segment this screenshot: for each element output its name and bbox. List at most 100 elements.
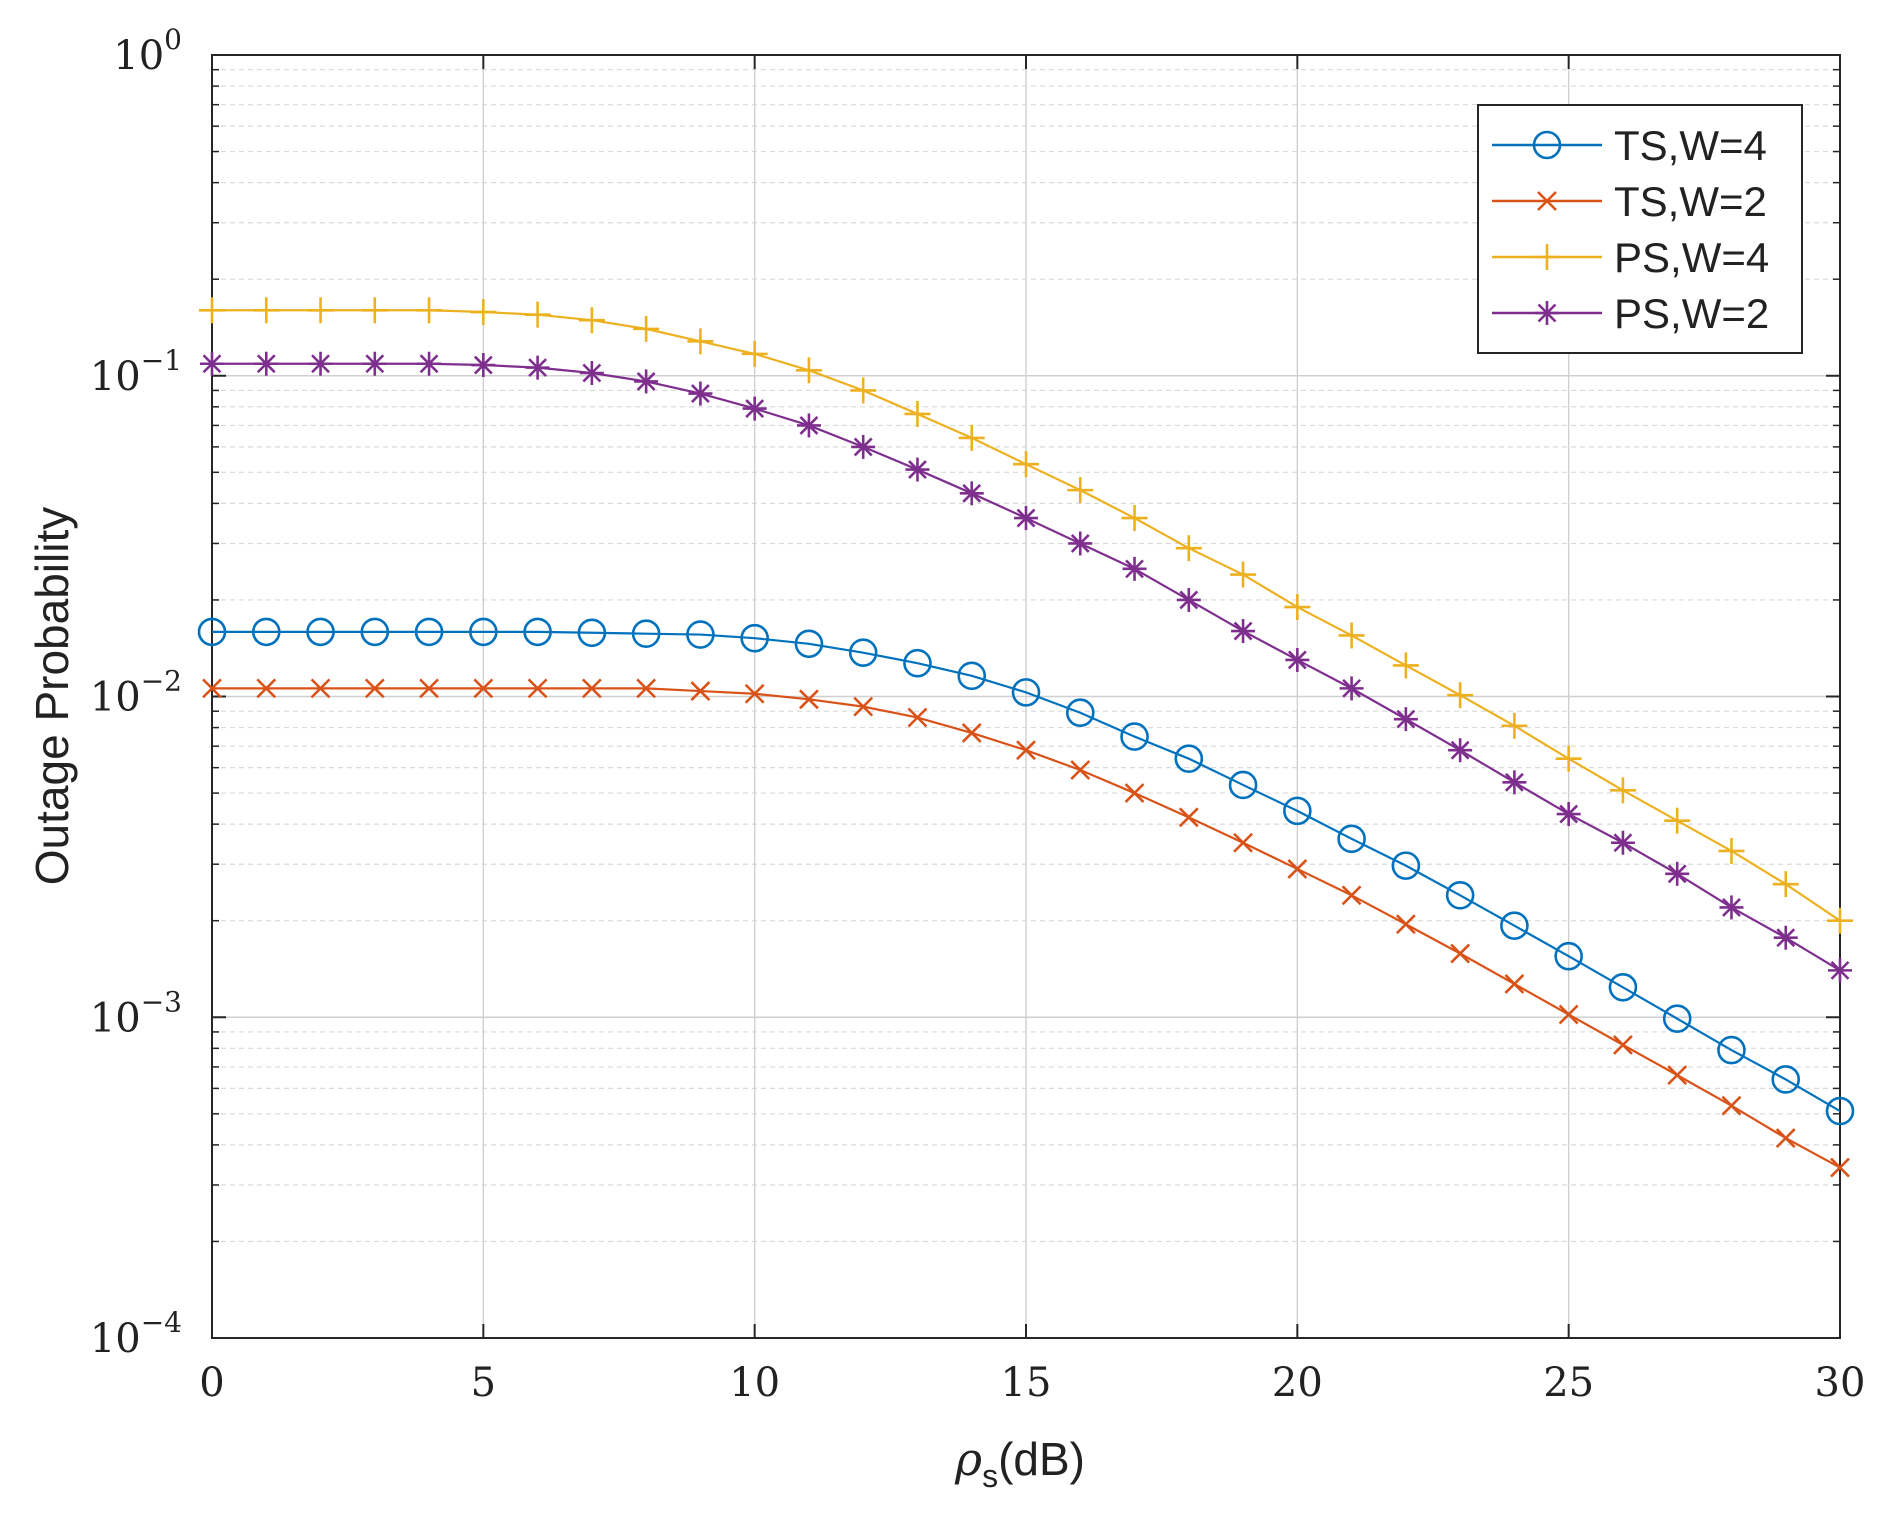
marker-stroke (1721, 1095, 1742, 1116)
data-point (744, 683, 765, 704)
data-point (1721, 1095, 1742, 1116)
marker-stroke (636, 678, 657, 699)
data-point (1120, 722, 1149, 751)
data-point (419, 678, 439, 699)
data-point (360, 617, 390, 647)
data-point (256, 678, 277, 699)
marker-stroke (1504, 974, 1525, 994)
marker-stroke (473, 678, 494, 699)
data-point (741, 340, 768, 367)
data-point (1339, 676, 1364, 701)
y-tick-label: 10−2 (90, 665, 182, 721)
data-point (364, 678, 385, 699)
marker-stroke (1830, 960, 1850, 980)
data-point (1825, 1096, 1855, 1126)
x-tick-label: 5 (471, 1360, 496, 1406)
data-point (1230, 561, 1257, 588)
data-point (469, 617, 498, 647)
marker-stroke (961, 722, 982, 743)
marker-stroke (1667, 1065, 1688, 1086)
marker-stroke (1016, 740, 1036, 761)
data-point (1555, 745, 1582, 772)
marker-stroke (311, 354, 330, 374)
marker-stroke (1341, 885, 1362, 906)
marker-stroke (1775, 1128, 1796, 1149)
data-point (581, 678, 602, 699)
y-tick-base: 10 (90, 1316, 141, 1362)
marker-stroke (744, 683, 765, 704)
x-tick-label: 30 (1815, 1360, 1866, 1406)
marker-stroke (256, 354, 276, 374)
marker-stroke (202, 354, 222, 374)
legend-entry: PS,W=2 (1492, 290, 1769, 337)
data-point (1448, 738, 1473, 763)
data-point (1233, 832, 1253, 853)
marker-stroke (1233, 832, 1253, 853)
marker-stroke (1178, 807, 1199, 828)
marker-stroke (908, 460, 927, 479)
marker-stroke (1537, 191, 1557, 211)
data-point (795, 357, 822, 384)
y-axis-label: Outage Probability (26, 507, 78, 885)
data-point (1828, 958, 1852, 983)
data-point (251, 617, 281, 647)
marker-stroke (1722, 897, 1741, 917)
data-point (1664, 807, 1691, 834)
data-point (1393, 707, 1418, 732)
data-point (851, 434, 876, 459)
data-point (1772, 871, 1799, 898)
marker-stroke (1395, 914, 1416, 935)
marker-stroke (636, 372, 656, 391)
data-point (307, 297, 334, 324)
data-point (687, 328, 714, 355)
data-point (1341, 885, 1362, 906)
data-point (1610, 830, 1635, 855)
legend-label: TS,W=2 (1614, 178, 1767, 225)
data-point (1554, 941, 1583, 971)
data-point (1013, 451, 1039, 478)
data-point (1827, 907, 1853, 934)
marker-stroke (1287, 650, 1307, 670)
data-point (1718, 837, 1745, 864)
data-point (308, 351, 333, 376)
data-point (686, 620, 715, 649)
y-tick-base: 10 (113, 33, 164, 79)
data-point (362, 351, 387, 376)
marker-stroke (1396, 709, 1416, 729)
y-tick-exponent: −1 (141, 344, 182, 377)
marker-stroke (1613, 1034, 1633, 1055)
data-point (525, 355, 550, 380)
data-point (471, 353, 496, 378)
data-point (1284, 594, 1311, 621)
marker-stroke (1287, 859, 1308, 879)
marker-stroke (1558, 1004, 1579, 1025)
data-point (1608, 972, 1638, 1002)
data-point (1501, 712, 1528, 739)
data-point (1175, 535, 1202, 562)
data-point (961, 722, 982, 743)
marker-stroke (853, 696, 874, 717)
data-point (1502, 770, 1527, 795)
marker-stroke (745, 399, 765, 419)
data-point (306, 617, 335, 647)
marker-stroke (799, 689, 819, 710)
data-point (1121, 505, 1148, 532)
marker-stroke (419, 678, 439, 699)
data-point (853, 696, 874, 717)
marker-stroke (962, 483, 982, 503)
legend-marker (1537, 191, 1557, 211)
legend-entry: TS,W=2 (1492, 178, 1767, 225)
data-point (1337, 824, 1366, 854)
axes (211, 54, 1841, 1339)
data-point (578, 307, 605, 334)
legend-label: PS,W=4 (1614, 234, 1769, 281)
legend-entry: PS,W=4 (1492, 234, 1769, 281)
legend-marker (1532, 130, 1562, 160)
data-point (197, 617, 227, 647)
marker-stroke (1179, 590, 1199, 610)
data-point (1287, 859, 1308, 879)
y-tick-base: 10 (90, 354, 141, 400)
